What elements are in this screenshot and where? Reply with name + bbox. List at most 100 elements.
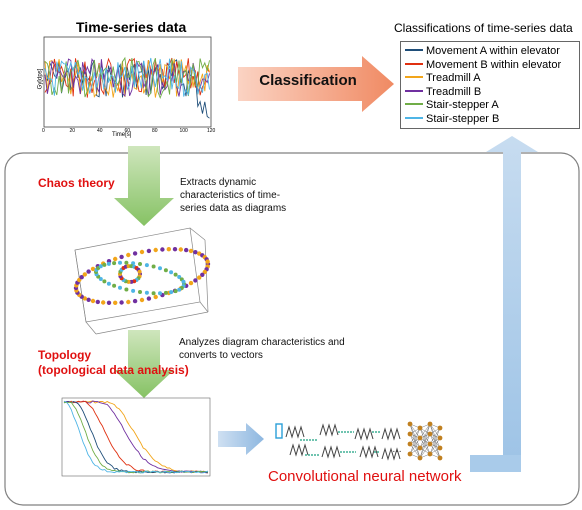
feature-map [381,427,401,441]
attractor-point [129,279,134,284]
attractor-diagram [73,227,211,335]
network-edge [429,427,441,455]
topology-sublabel: (topological data analysis) [38,363,189,377]
attractor-point [113,300,118,305]
attractor-point [146,296,152,301]
attractor-point [118,260,122,265]
network-edge [429,437,441,455]
attractor-point [146,248,152,254]
attractor-point [193,278,198,283]
legend-swatch [405,49,423,52]
attractor-point [205,259,210,264]
attractor-point [118,285,122,290]
attractor-point [90,298,96,304]
attractor-point [106,261,111,266]
feature-map [381,447,401,461]
network-edge [419,423,431,459]
attractor-point [193,250,198,255]
result-arrow-base [470,455,521,472]
attractor-point [106,281,111,286]
attractor-point [177,275,182,279]
attractor-point [144,263,149,268]
attractor-point [197,275,202,280]
attractor-point [119,254,124,260]
legend-item: Stair-stepper B [405,113,499,126]
attractor-point [172,247,178,252]
feature-map [319,423,339,437]
attractor-point [132,298,138,304]
x-tick-label: 0 [42,128,45,134]
network-node [407,421,413,427]
time-series-ylabel: Gy[dps] [37,68,44,90]
network-edge [419,423,431,449]
attractor-point [166,247,171,252]
classifications-legend: Movement A within elevator Movement B wit… [400,41,580,129]
network-node [427,451,433,457]
attractor-point [98,277,103,281]
network-node [437,435,443,441]
attractor-point [151,264,156,269]
network-edge [429,427,441,445]
x-tick-label: 40 [97,128,103,134]
input-vector [275,423,283,439]
attractor-point [158,291,162,296]
attractor-point [173,289,178,294]
attractor-point [153,294,158,300]
legend-label: Stair-stepper A [426,99,499,111]
attractor-point [200,272,205,277]
legend-label: Stair-stepper B [426,112,500,125]
attractor-point [77,277,82,283]
network-edge [419,443,431,459]
persistence-curve [63,400,209,474]
attractor-point [82,272,88,277]
feature-map [359,445,379,459]
network-node [407,451,413,457]
cnn-label: Convolutional neural network [268,468,462,485]
legend-swatch [405,103,423,106]
attractor-point [163,290,168,295]
attractor-point [169,290,174,295]
attractor-point [112,261,117,266]
attractor-point [126,252,131,258]
attractor-point [181,279,186,284]
network-edge [419,423,431,439]
legend-label: Treadmill B [426,85,482,98]
legend-item: Treadmill A [405,72,481,85]
attractor-point [178,247,183,252]
attractor-point [79,275,84,280]
network-node [417,435,423,441]
time-series-title: Time-series data [76,19,187,35]
cnn-schematic: … [275,421,443,461]
feature-map [289,443,309,457]
legend-label: Movement A within elevator [426,45,560,57]
attractor-point [102,279,107,284]
attractor-point [139,249,145,255]
time-series-line [44,57,210,97]
attractor-point [138,262,142,266]
x-tick-label: 80 [152,128,158,134]
topology-label: Topology [38,348,92,362]
network-node [407,441,413,447]
persistence-curve [63,401,209,474]
attractor-point [112,283,117,288]
attractor-point [86,297,91,302]
chaos-theory-label: Chaos theory [38,176,115,190]
legend-swatch [405,89,423,92]
network-node [417,445,423,451]
time-series-xlabel: Time[s] [112,132,132,138]
attractor-point [126,299,131,305]
attractor-point [90,266,96,272]
attractor-point [113,256,118,262]
feature-map [321,445,341,459]
attractor-point [144,290,149,295]
chaos-note: Extracts dynamic characteristics of time… [180,177,287,214]
attractor-point [158,266,162,271]
down-arrow-chaos [114,146,174,226]
attractor-point [124,260,129,265]
x-tick-label: 20 [69,128,76,134]
x-tick-label: 60 [124,128,131,134]
attractor-point [86,269,91,274]
attractor-point [169,270,174,275]
ellipsis: … [392,444,402,455]
